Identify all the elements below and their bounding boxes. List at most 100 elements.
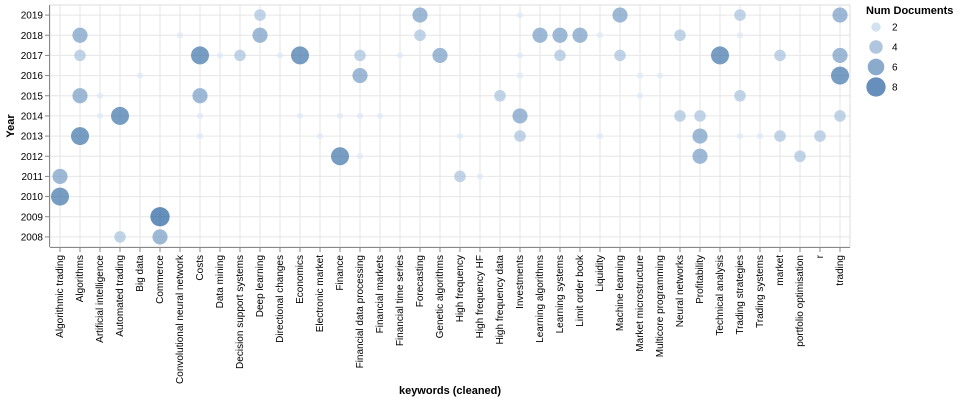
legend-symbol bbox=[867, 58, 885, 76]
data-point bbox=[514, 130, 526, 142]
x-tick-label: Market microstructure bbox=[635, 255, 646, 352]
x-tick-label: Electronic market bbox=[315, 255, 326, 332]
data-point bbox=[150, 207, 170, 227]
legend-label: 2 bbox=[892, 23, 898, 34]
data-point bbox=[432, 47, 448, 63]
data-point bbox=[276, 52, 284, 59]
x-tick-label: Financial markets bbox=[375, 255, 386, 333]
x-tick-label: Investments bbox=[515, 255, 526, 309]
legend-label: 6 bbox=[892, 63, 898, 74]
data-point bbox=[736, 32, 744, 39]
data-point bbox=[636, 72, 644, 79]
x-tick-label: Limit order book bbox=[575, 254, 586, 327]
data-point bbox=[192, 88, 208, 104]
y-tick-label: 2011 bbox=[21, 172, 43, 183]
data-point bbox=[356, 112, 364, 120]
x-tick-label: Financial time series bbox=[395, 255, 406, 346]
x-tick-label: Economics bbox=[295, 255, 306, 304]
x-tick-label: trading bbox=[835, 255, 846, 286]
y-tick-label: 2008 bbox=[21, 232, 44, 243]
data-point bbox=[290, 46, 310, 65]
data-point bbox=[234, 49, 246, 62]
data-point bbox=[692, 148, 708, 164]
x-tick-label: Costs bbox=[195, 255, 206, 281]
y-tick-label: 2019 bbox=[21, 11, 44, 22]
data-point bbox=[734, 9, 746, 21]
y-tick-label: 2014 bbox=[21, 111, 44, 122]
data-point bbox=[152, 229, 168, 245]
data-point bbox=[532, 27, 548, 43]
data-point bbox=[756, 132, 764, 140]
data-point bbox=[516, 72, 524, 79]
data-point bbox=[834, 110, 846, 122]
x-tick-label: Forecasting bbox=[415, 255, 426, 307]
legend-label: 8 bbox=[892, 83, 898, 94]
data-point bbox=[352, 68, 368, 84]
y-axis: 2019 2018 2017 2016 2015 2014 2013 2012 2011 2010… bbox=[21, 5, 50, 247]
data-point bbox=[356, 153, 364, 160]
data-point bbox=[396, 52, 404, 59]
data-point bbox=[614, 49, 626, 62]
legend: Num Documents 2 4 6 8 bbox=[866, 5, 953, 97]
x-tick-label: portfolio optimisation bbox=[795, 255, 806, 347]
data-point bbox=[736, 132, 744, 140]
y-tick-label: 2013 bbox=[21, 132, 44, 143]
x-tick-label: Big data bbox=[135, 255, 146, 292]
data-point bbox=[330, 147, 350, 166]
data-point bbox=[96, 92, 104, 99]
data-point bbox=[454, 170, 466, 183]
data-point bbox=[636, 92, 644, 99]
y-tick-label: 2010 bbox=[21, 192, 44, 203]
data-point bbox=[794, 150, 806, 163]
data-point bbox=[72, 88, 88, 104]
y-axis-title: Year bbox=[5, 114, 17, 138]
data-point bbox=[316, 132, 324, 140]
x-tick-label: Technical analysis bbox=[715, 255, 726, 336]
data-point bbox=[110, 106, 130, 125]
data-point bbox=[70, 127, 90, 146]
data-point bbox=[516, 11, 524, 19]
x-tick-label: High frequency HF bbox=[475, 255, 486, 338]
legend-symbol bbox=[866, 77, 886, 97]
data-point bbox=[456, 132, 464, 140]
data-point bbox=[72, 27, 88, 43]
data-point bbox=[176, 32, 184, 39]
x-tick-label: Neural networks bbox=[675, 255, 686, 327]
x-tick-label: Liquidity bbox=[595, 255, 606, 292]
x-tick-label: High frequency data bbox=[495, 255, 506, 345]
x-tick-label: Automated trading bbox=[115, 255, 126, 337]
y-tick-label: 2016 bbox=[21, 71, 44, 82]
legend-symbol bbox=[871, 22, 881, 32]
x-tick-label: Artificial intelligence bbox=[95, 255, 106, 343]
data-point bbox=[136, 72, 144, 79]
x-tick-label: Multicore programming bbox=[655, 255, 666, 357]
data-point bbox=[512, 108, 528, 124]
data-point bbox=[376, 112, 384, 120]
x-tick-label: Algorithmic trading bbox=[55, 255, 66, 338]
x-tick-label: Directional changes bbox=[275, 255, 286, 343]
x-tick-label: Financial data processing bbox=[355, 255, 366, 368]
x-axis: Algorithmic trading Algorithms Artificial … bbox=[50, 247, 850, 384]
data-point bbox=[494, 89, 506, 102]
legend-symbol bbox=[869, 40, 883, 54]
data-point bbox=[52, 168, 68, 184]
data-point bbox=[830, 66, 850, 85]
data-points bbox=[50, 7, 850, 245]
data-point bbox=[572, 27, 588, 43]
x-tick-label: Deep learning bbox=[255, 255, 266, 317]
data-point bbox=[50, 187, 70, 206]
data-point bbox=[832, 47, 848, 63]
data-point bbox=[216, 52, 224, 59]
x-tick-label: High frequency bbox=[455, 255, 466, 322]
data-point bbox=[596, 132, 604, 140]
data-point bbox=[554, 49, 566, 62]
data-point bbox=[336, 112, 344, 120]
x-tick-label: Data mining bbox=[215, 255, 226, 308]
data-point bbox=[476, 173, 484, 180]
y-tick-label: 2015 bbox=[21, 91, 44, 102]
x-tick-label: Genetic algorithms bbox=[435, 255, 446, 338]
data-point bbox=[694, 110, 706, 122]
y-tick-label: 2018 bbox=[21, 31, 44, 42]
x-tick-label: market bbox=[775, 255, 786, 286]
